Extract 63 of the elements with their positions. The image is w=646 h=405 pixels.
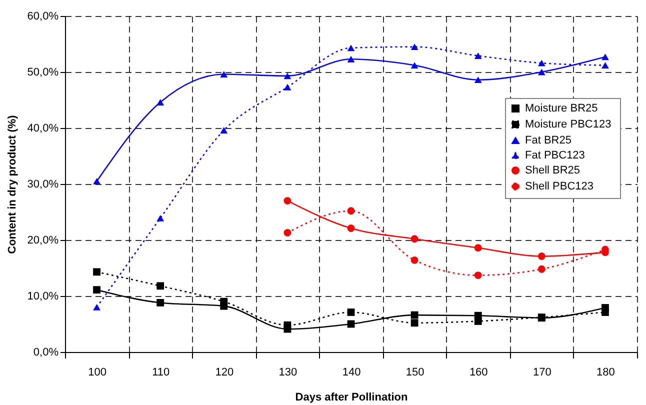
x-tick-label: 180: [596, 366, 615, 378]
y-axis-title: Content in dry product (%): [6, 114, 18, 254]
point: [93, 268, 100, 276]
y-tick-label: 60,0%: [27, 10, 59, 22]
point: [220, 298, 228, 306]
point: [347, 56, 355, 62]
point: [474, 317, 482, 325]
point: [410, 235, 418, 243]
x-axis-title: Days after Pollination: [295, 392, 408, 404]
point: [93, 286, 100, 294]
point: [93, 304, 100, 310]
point: [538, 265, 546, 273]
point: [410, 319, 418, 327]
point: [220, 71, 228, 78]
point: [284, 72, 292, 80]
point: [347, 224, 355, 232]
point: [220, 127, 228, 134]
x-tick-label: 170: [532, 366, 552, 378]
x-tick-label: 100: [88, 366, 106, 378]
legend-label: Moisture BR25: [525, 102, 598, 114]
x-tick-label: 110: [152, 366, 170, 378]
y-tick-label: 0,0%: [33, 346, 59, 358]
y-tick-label: 50,0%: [27, 66, 59, 78]
legend-label: Shell PBC123: [525, 180, 594, 192]
point: [474, 52, 482, 59]
legend-label: Moisture PBC123: [525, 118, 612, 130]
point: [347, 308, 355, 316]
point: [156, 99, 164, 106]
point: [538, 252, 546, 260]
y-tick-label: 30,0%: [27, 178, 59, 190]
x-tick-label: 130: [278, 366, 298, 378]
x-tick-label: 140: [342, 366, 361, 378]
legend-label: Fat PBC123: [525, 150, 585, 162]
y-tick-label: 20,0%: [27, 234, 59, 246]
point: [474, 272, 482, 279]
point: [602, 62, 609, 68]
point: [284, 84, 292, 90]
point: [347, 44, 355, 52]
x-tick-label: 150: [406, 366, 424, 378]
point: [410, 256, 418, 264]
point: [284, 229, 292, 236]
x-tick-label: 160: [469, 366, 488, 378]
point: [538, 60, 546, 66]
point: [347, 207, 355, 215]
y-tick-label: 10,0%: [27, 290, 59, 302]
point: [284, 197, 292, 204]
point: [538, 68, 546, 76]
x-tick-label: 120: [215, 366, 234, 378]
legend-label: Shell BR25: [525, 164, 580, 176]
point: [602, 308, 609, 316]
point: [93, 178, 100, 184]
point: [410, 44, 418, 50]
point: [284, 321, 292, 329]
point: [602, 54, 609, 60]
point: [156, 299, 164, 306]
y-tick-label: 40,0%: [27, 122, 59, 134]
point: [156, 214, 164, 222]
legend-label: Fat BR25: [525, 134, 572, 146]
point: [410, 62, 418, 68]
point: [474, 244, 482, 252]
point: [410, 311, 418, 319]
point: [474, 76, 482, 84]
point: [156, 282, 164, 290]
